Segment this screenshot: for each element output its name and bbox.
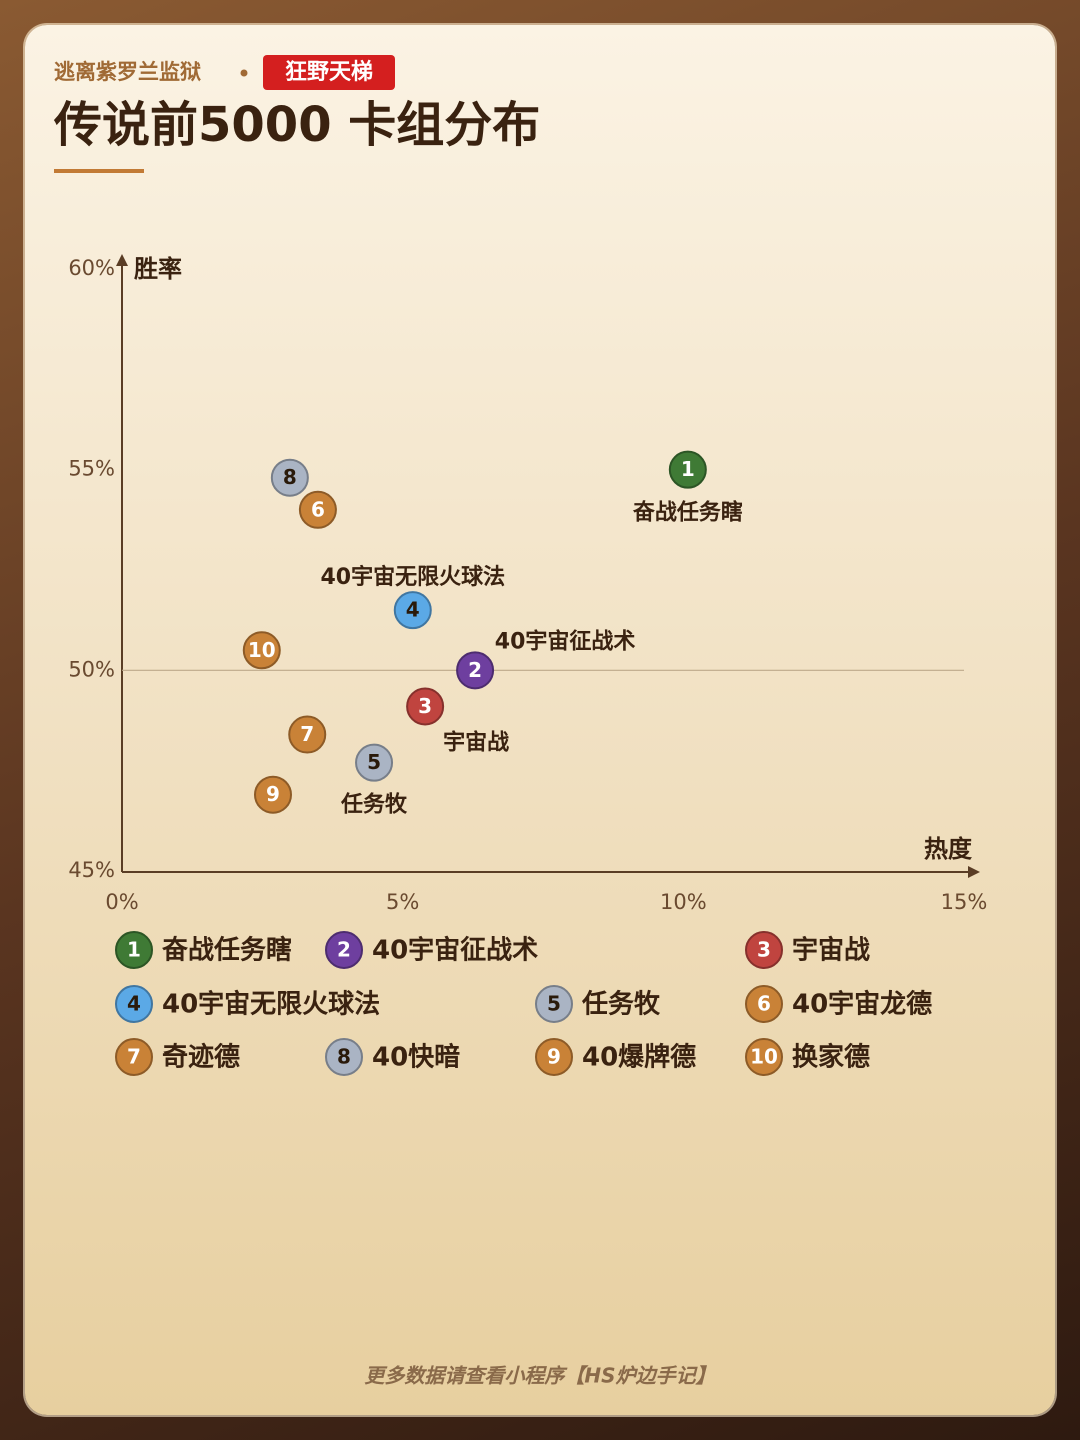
point-number: 7 <box>300 722 314 746</box>
legend-marker <box>115 931 153 969</box>
legend-label: 40快暗 <box>372 1043 460 1073</box>
legend-label: 40宇宙无限火球法 <box>162 989 380 1020</box>
point-label: 奋战任务瞎 <box>632 500 743 526</box>
legend-marker <box>745 1038 783 1076</box>
point-number: 2 <box>468 658 482 682</box>
legend-marker-number: 6 <box>757 992 771 1016</box>
legend-label: 宇宙战 <box>792 935 870 966</box>
point-number: 8 <box>283 465 297 489</box>
legend-marker <box>745 931 783 969</box>
legend-label: 40宇宙征战术 <box>372 935 538 966</box>
point-number: 6 <box>311 497 325 521</box>
y-tick-label: 50% <box>68 657 115 681</box>
point-label: 宇宙战 <box>443 729 509 755</box>
chart-title: 传说前5000 卡组分布 <box>53 97 540 153</box>
legend-label: 任务牧 <box>581 990 661 1020</box>
y-arrow <box>116 254 128 266</box>
point <box>456 651 495 690</box>
legend-marker-number: 7 <box>127 1045 141 1069</box>
legend-marker-number: 1 <box>127 938 141 962</box>
point <box>355 743 394 782</box>
source: 逃离紫罗兰监狱 <box>54 60 201 84</box>
x-tick-label: 0% <box>105 890 138 914</box>
legend-marker <box>535 985 573 1023</box>
y-tick-label: 60% <box>68 256 115 280</box>
point-label: 40宇宙征战术 <box>495 628 636 654</box>
point <box>253 775 292 814</box>
point-number: 9 <box>266 782 280 806</box>
legend-marker <box>115 1038 153 1076</box>
legend-marker-number: 5 <box>547 992 561 1016</box>
point-number: 4 <box>406 598 420 622</box>
point <box>270 458 309 497</box>
y-tick-label: 55% <box>68 457 115 481</box>
point-label: 40宇宙无限火球法 <box>320 564 505 590</box>
legend-marker-number: 2 <box>337 938 351 962</box>
legend-marker <box>535 1038 573 1076</box>
legend-label: 40宇宙龙德 <box>792 989 932 1020</box>
point <box>668 450 707 489</box>
point-label: 任务牧 <box>340 792 408 818</box>
badge-bg <box>263 55 395 90</box>
y-tick-label: 45% <box>68 858 115 882</box>
legend-marker-number: 4 <box>127 992 141 1016</box>
point-number: 1 <box>681 457 695 481</box>
legend-label: 40爆牌德 <box>582 1042 696 1073</box>
point <box>393 591 432 630</box>
point-number: 10 <box>248 638 276 662</box>
x-tick-label: 5% <box>386 890 419 914</box>
point <box>406 687 445 726</box>
legend-marker-number: 10 <box>750 1045 778 1069</box>
legend-marker <box>745 985 783 1023</box>
footer: 更多数据请查看小程序【HS炉边手记】 <box>364 1364 715 1388</box>
x-arrow <box>968 866 980 878</box>
y-axis-title: 胜率 <box>134 255 182 283</box>
x-axis-title: 热度 <box>924 835 973 863</box>
point-number: 5 <box>367 750 381 774</box>
point <box>242 631 281 670</box>
legend-marker-number: 9 <box>547 1045 561 1069</box>
separator <box>240 69 248 77</box>
point-number: 3 <box>418 694 432 718</box>
x-tick-label: 15% <box>941 890 988 914</box>
legend-marker <box>325 1038 363 1076</box>
legend-label: 换家德 <box>792 1042 870 1073</box>
point <box>288 715 327 754</box>
legend-marker <box>115 985 153 1023</box>
legend-marker-number: 3 <box>757 938 771 962</box>
point <box>298 490 337 529</box>
legend-marker <box>325 931 363 969</box>
x-tick-label: 10% <box>660 890 707 914</box>
card <box>25 25 1055 1415</box>
legend-label: 奇迹德 <box>162 1042 240 1073</box>
title-underline <box>54 169 144 173</box>
legend-marker-number: 8 <box>337 1045 351 1069</box>
legend-label: 奋战任务瞎 <box>161 935 292 966</box>
badge: 狂野天梯 <box>285 59 373 85</box>
